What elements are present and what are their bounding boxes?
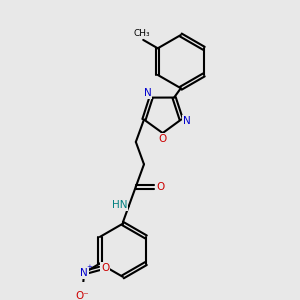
Text: N: N <box>80 268 88 278</box>
Text: O⁻: O⁻ <box>76 291 90 300</box>
Text: +: + <box>86 264 92 270</box>
Text: O: O <box>159 134 167 144</box>
Text: O: O <box>101 263 109 273</box>
Text: N: N <box>143 88 151 98</box>
Text: O: O <box>156 182 164 192</box>
Text: HN: HN <box>112 200 128 210</box>
Text: N: N <box>183 116 191 126</box>
Text: CH₃: CH₃ <box>134 29 150 38</box>
